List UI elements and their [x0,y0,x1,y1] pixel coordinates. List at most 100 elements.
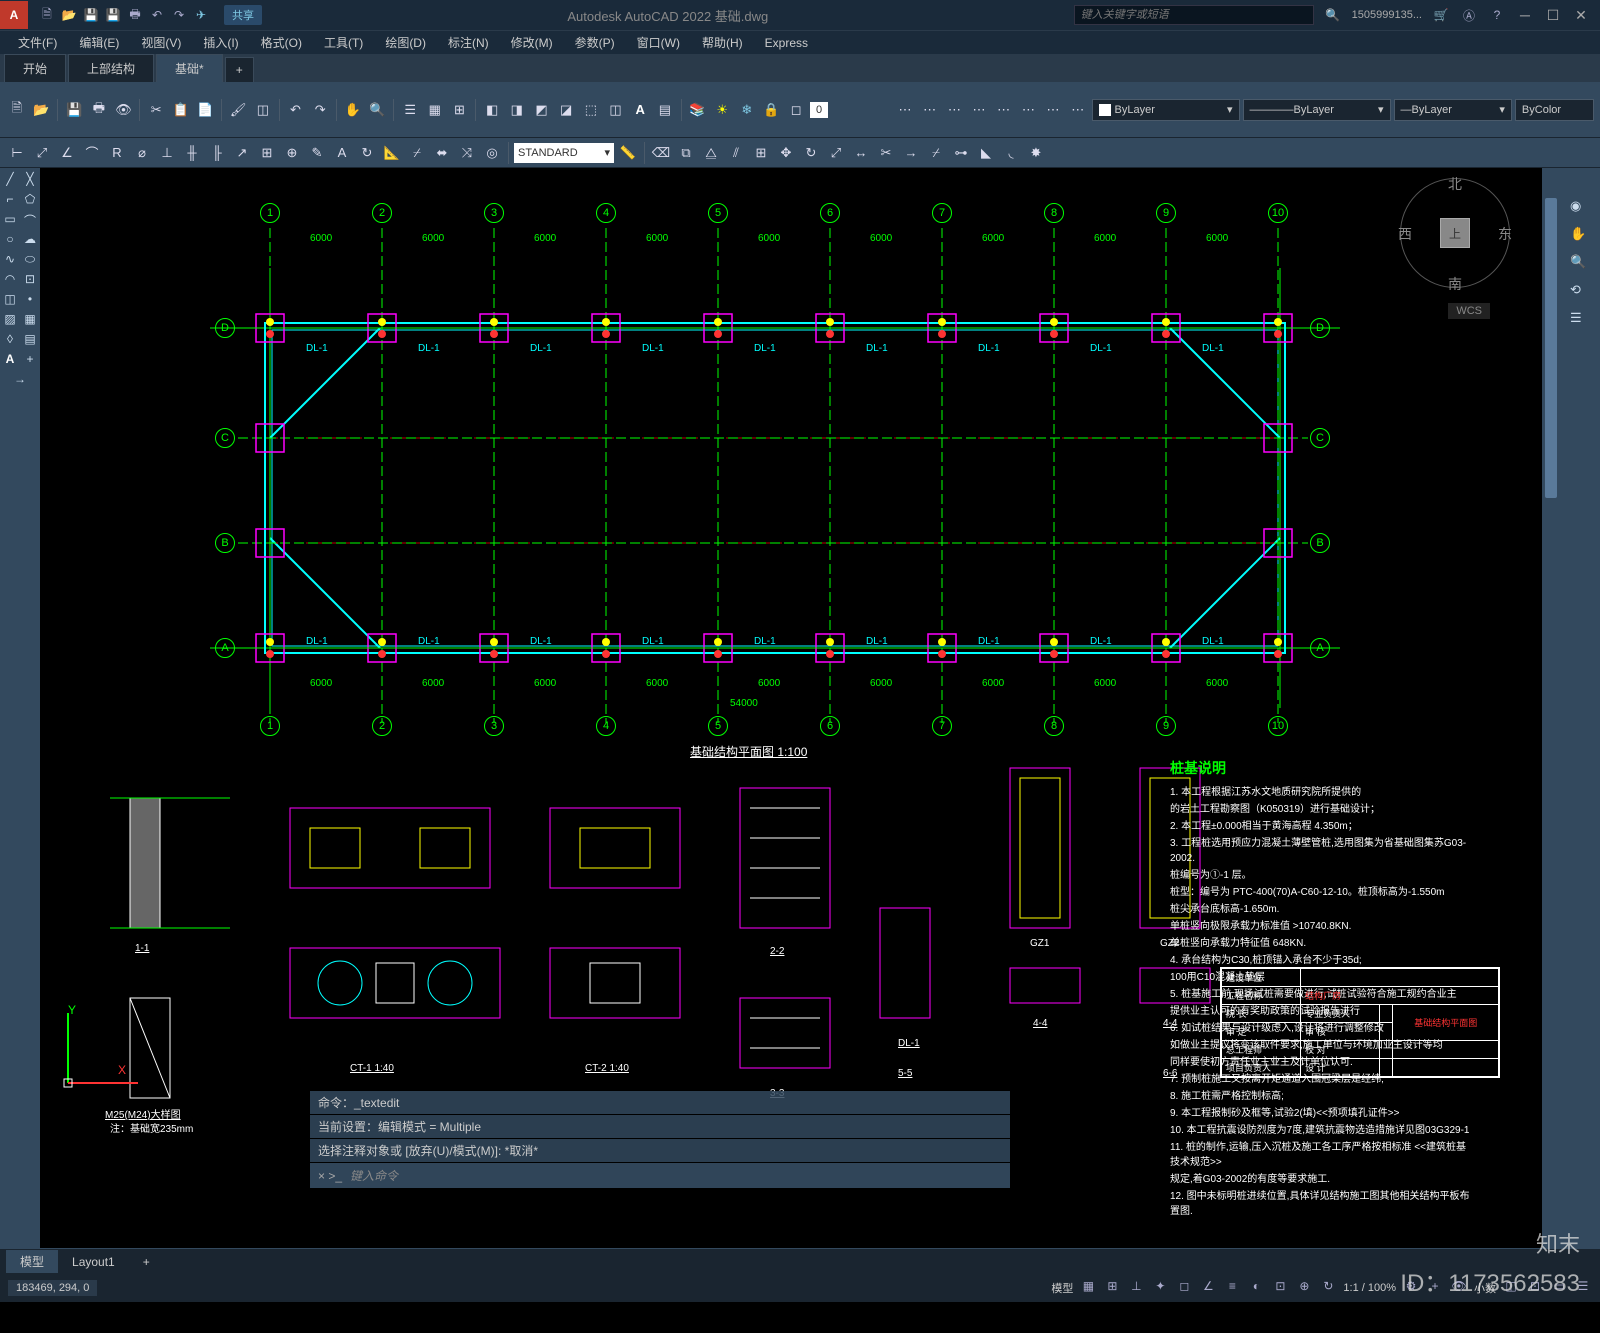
dim-arc-icon[interactable]: ⌒ [81,142,103,164]
help-icon[interactable]: ? [1488,6,1506,24]
r-prop-icon[interactable]: ☰ [399,99,421,121]
r-match-icon[interactable]: 🖌 [227,99,249,121]
ellipse-icon[interactable]: ⬭ [22,252,38,268]
menu-insert[interactable]: 插入(I) [193,32,248,53]
gradient-icon[interactable]: ▦ [22,312,38,328]
pline-icon[interactable]: ⌐ [2,192,18,208]
addsel-icon[interactable]: + [22,352,38,368]
region-icon[interactable]: ◊ [2,332,18,348]
menu-window[interactable]: 窗口(W) [627,32,690,53]
color-dropdown[interactable]: ByColor [1515,99,1594,121]
xline-icon[interactable]: ╳ [22,172,38,188]
r-print-icon[interactable]: 🖶 [88,99,110,121]
mod-stretch-icon[interactable]: ↔ [850,142,872,164]
dim-baseline-icon[interactable]: ╫ [181,142,203,164]
mod-fillet-icon[interactable]: ◟ [1000,142,1022,164]
lwt-icon[interactable]: ≡ [1223,1279,1241,1297]
plot-icon[interactable]: 🖶 [126,6,144,24]
mod-mirror-icon[interactable]: ⧋ [700,142,722,164]
nav-pan-icon[interactable]: ✋ [1570,226,1590,246]
menu-express[interactable]: Express [755,34,818,52]
insert-icon[interactable]: ⊡ [22,272,38,288]
r-open-icon[interactable]: 📂 [31,99,53,121]
r-more7-icon[interactable]: ⋯ [1042,99,1064,121]
r-m6-icon[interactable]: ◫ [605,99,627,121]
new-icon[interactable]: 🗎 [38,6,56,24]
r-m4-icon[interactable]: ◪ [555,99,577,121]
menu-modify[interactable]: 修改(M) [501,32,563,53]
share-arrow-icon[interactable]: ✈ [192,6,210,24]
menu-dimension[interactable]: 标注(N) [438,32,499,53]
r-more8-icon[interactable]: ⋯ [1067,99,1089,121]
mod-extend-icon[interactable]: → [900,142,922,164]
polygon-icon[interactable]: ⬠ [22,192,38,208]
undo-icon[interactable]: ↶ [148,6,166,24]
menu-edit[interactable]: 编辑(E) [69,32,129,53]
layout-model[interactable]: 模型 [6,1250,58,1273]
r-copy-icon[interactable]: 📋 [170,99,192,121]
layer-dropdown[interactable]: ByLayer▾ [1092,99,1240,121]
r-m1-icon[interactable]: ◧ [481,99,503,121]
dim-aligned-icon[interactable]: ⤢ [31,142,53,164]
arc-icon[interactable]: ⌒ [22,212,38,228]
menu-tools[interactable]: 工具(T) [314,32,373,53]
qp-icon[interactable]: ⊡ [1271,1279,1289,1297]
menu-view[interactable]: 视图(V) [131,32,191,53]
r-more6-icon[interactable]: ⋯ [1018,99,1040,121]
nav-orbit-icon[interactable]: ⟲ [1570,282,1590,302]
r-m2-icon[interactable]: ◨ [506,99,528,121]
search-icon[interactable]: 🔍 [1324,6,1342,24]
close-button[interactable]: ✕ [1572,7,1590,24]
rect-icon[interactable]: ▭ [2,212,18,228]
view-cube[interactable]: 北 南 西 东 上 [1400,178,1510,298]
r-more4-icon[interactable]: ⋯ [968,99,990,121]
r-more5-icon[interactable]: ⋯ [993,99,1015,121]
dim-insp-icon[interactable]: ◎ [481,142,503,164]
command-input[interactable]: 键入命令 [310,1163,1010,1188]
nav-show-icon[interactable]: ☰ [1570,310,1590,330]
nav-wheel-icon[interactable]: ◉ [1570,198,1590,218]
point-icon[interactable]: • [22,292,38,308]
tab-start[interactable]: 开始 [4,54,66,82]
r-lock-icon[interactable]: 🔒 [761,99,783,121]
r-pan-icon[interactable]: ✋ [342,99,364,121]
mod-erase-icon[interactable]: ⌫ [650,142,672,164]
dim-linear-icon[interactable]: ⊢ [6,142,28,164]
osnap-icon[interactable]: ◻ [1175,1279,1193,1297]
grid-icon[interactable]: ▦ [1079,1279,1097,1297]
menu-help[interactable]: 帮助(H) [692,32,753,53]
r-new-icon[interactable]: 🗎 [6,99,28,121]
revcloud-icon[interactable]: ☁ [22,232,38,248]
r-zoom-icon[interactable]: 🔍 [367,99,389,121]
r-cut-icon[interactable]: ✂ [145,99,167,121]
save-icon[interactable]: 💾 [82,6,100,24]
sc-icon[interactable]: ⊕ [1295,1279,1313,1297]
mod-scale-icon[interactable]: ⤢ [825,142,847,164]
dim-center-icon[interactable]: ⊕ [281,142,303,164]
status-model[interactable]: 模型 [1051,1280,1073,1296]
r-m5-icon[interactable]: ⬚ [580,99,602,121]
drawing-canvas[interactable]: 12345678910 12345678910 ABCD ABCD 基础结构平面… [40,168,1560,1248]
app-menu-icon[interactable]: Ⓐ [1460,6,1478,24]
ray-icon[interactable]: → [12,372,28,388]
share-button[interactable]: 共享 [224,5,262,25]
mod-rotate-icon[interactable]: ↻ [800,142,822,164]
menu-format[interactable]: 格式(O) [251,32,312,53]
mod-chamfer-icon[interactable]: ◣ [975,142,997,164]
r-color-icon[interactable]: ◻ [785,99,807,121]
minimize-button[interactable]: ─ [1516,7,1534,23]
lineweight-dropdown[interactable]: — ByLayer▾ [1394,99,1512,121]
maximize-button[interactable]: ☐ [1544,7,1562,24]
r-paste-icon[interactable]: 📄 [195,99,217,121]
dim-continue-icon[interactable]: ╟ [206,142,228,164]
r-save-icon[interactable]: 💾 [63,99,85,121]
otrack-icon[interactable]: ∠ [1199,1279,1217,1297]
dim-space-icon[interactable]: ⬌ [431,142,453,164]
hatch-icon[interactable]: ▨ [2,312,18,328]
menu-parametric[interactable]: 参数(P) [565,32,625,53]
dim-s2-icon[interactable]: 📏 [617,142,639,164]
dimstyle-dropdown[interactable]: STANDARD▾ [514,143,614,163]
dim-break-icon[interactable]: ⌿ [406,142,428,164]
dim-text-icon[interactable]: A [331,142,353,164]
mod-explode-icon[interactable]: ✸ [1025,142,1047,164]
